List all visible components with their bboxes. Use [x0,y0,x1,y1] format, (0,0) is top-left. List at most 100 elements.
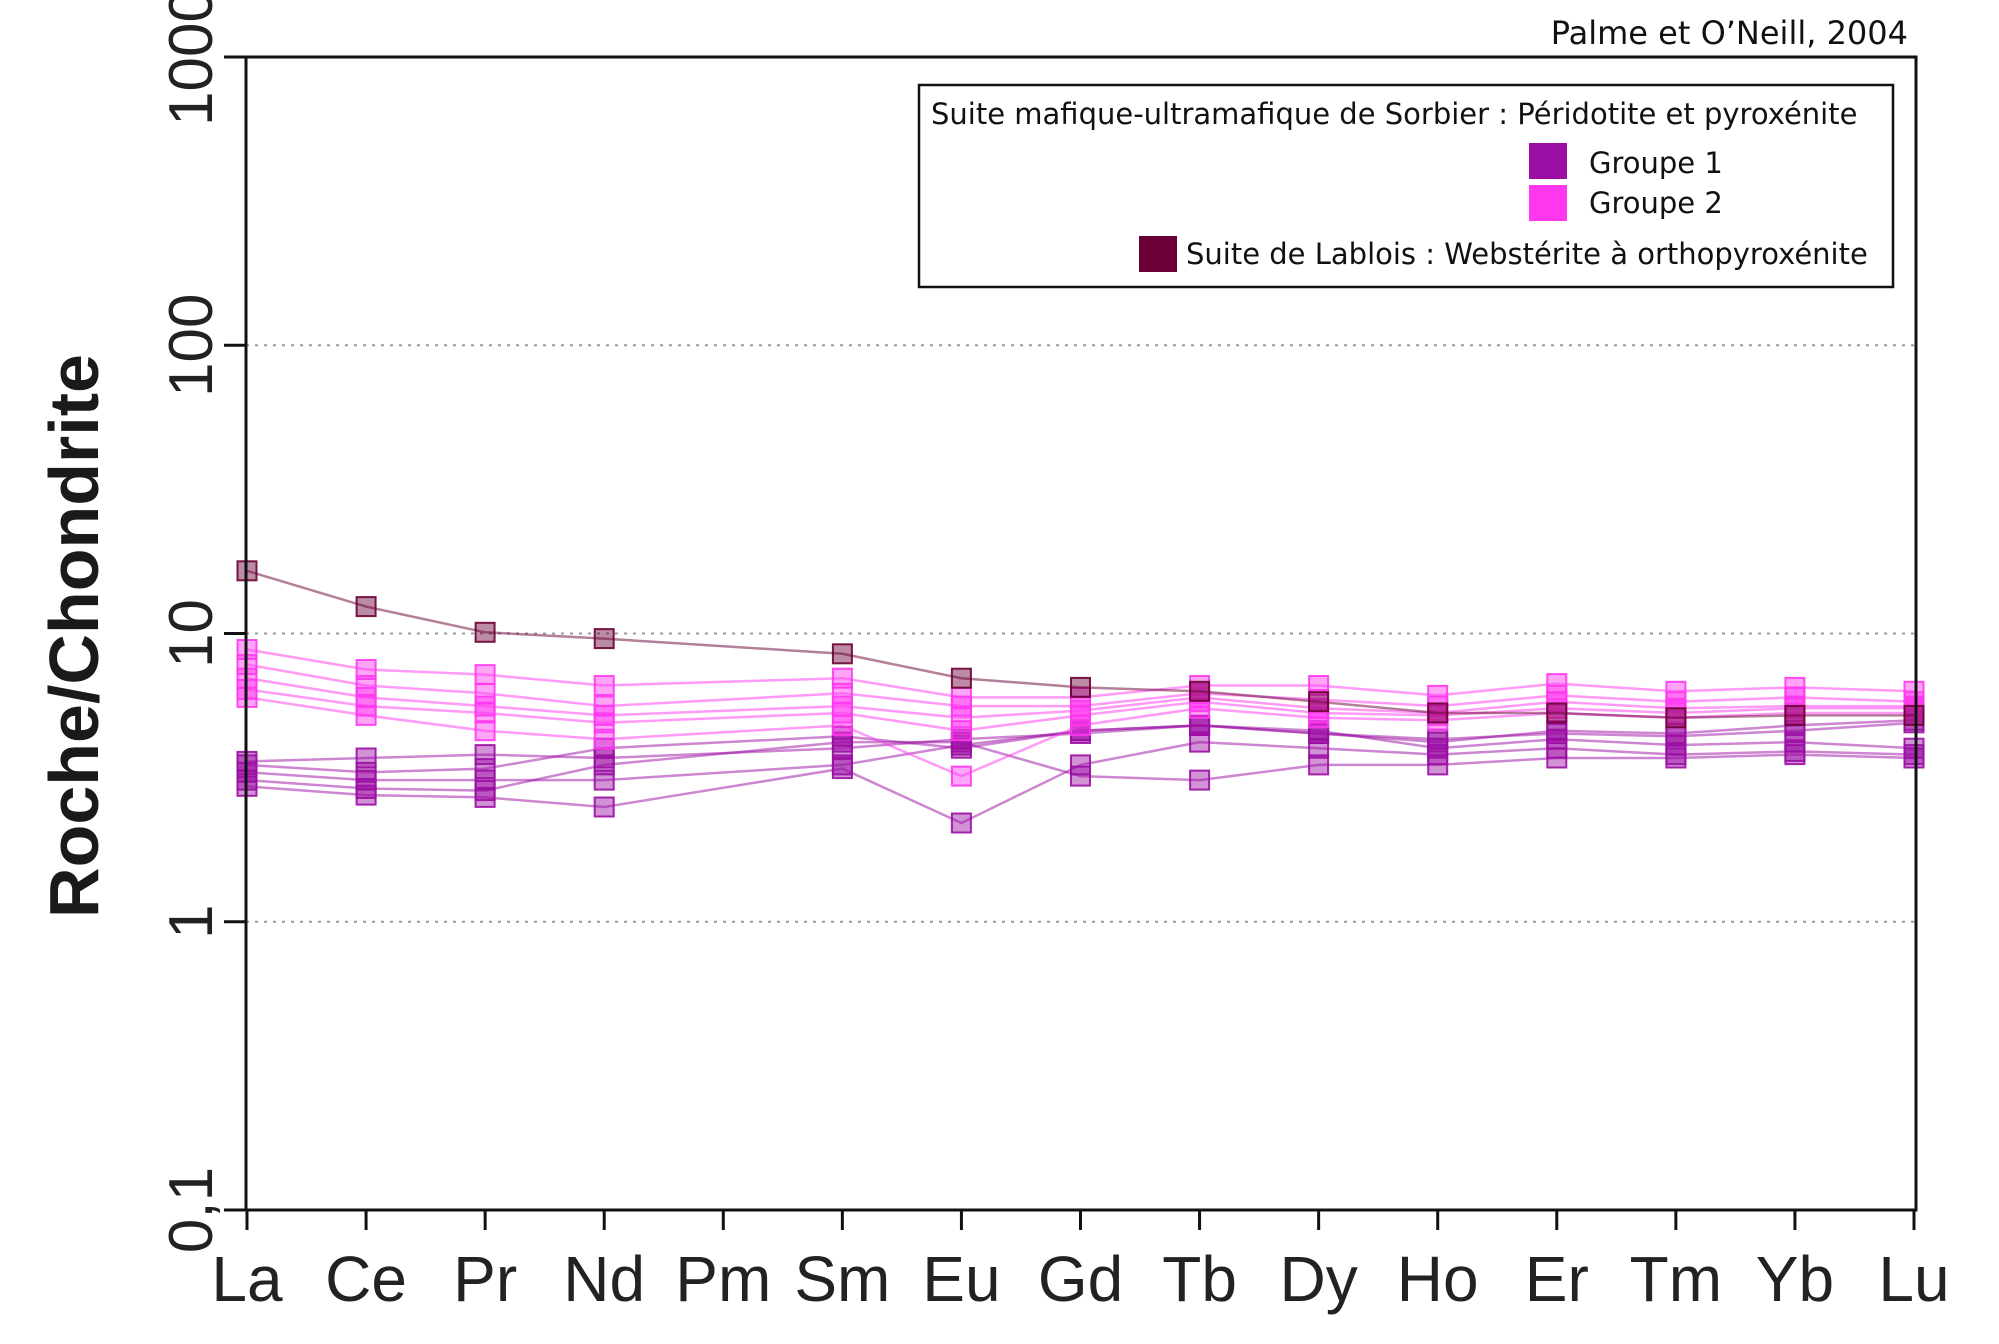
data-point [474,621,496,643]
legend-swatch-1 [1529,143,1567,179]
data-point [831,714,853,736]
data-point [593,728,615,750]
data-point [355,784,377,806]
data-point [950,667,972,689]
data-point [355,659,377,680]
data-point [1665,707,1687,729]
x-tick-label: Nd [563,1243,645,1315]
x-tick-label: Sm [794,1243,890,1315]
data-point [831,643,853,665]
data-point [474,720,496,742]
data-point [1427,737,1449,759]
data-point [950,720,972,742]
x-tick-label: Er [1525,1243,1589,1315]
data-point [1308,691,1330,713]
source-note: Palme et O’Neill, 2004 [1551,14,1908,52]
data-point [1903,704,1925,726]
legend-title: Suite mafique-ultramafique de Sorbier : … [931,97,1857,131]
series-line [246,663,1915,708]
data-point [593,675,615,696]
x-tick-label: Dy [1280,1243,1358,1315]
data-point [950,812,972,834]
data-point [1665,734,1687,756]
legend-swatch-2 [1529,185,1567,221]
data-point [1427,702,1449,724]
legend-label-1: Groupe 1 [1589,146,1723,180]
data-point [1784,704,1806,726]
data-point [474,758,496,780]
y-tick-label: 10 [157,599,226,668]
x-tick-label: Ce [325,1243,407,1315]
data-point [1070,676,1091,698]
data-point [355,761,377,783]
y-tick-label: 0,1 [157,1167,226,1253]
legend: Suite mafique-ultramafique de Sorbier : … [917,83,1895,289]
legend-label-2: Groupe 2 [1589,186,1723,220]
data-point [1189,769,1211,791]
data-point [474,664,496,686]
legend-swatch-3 [1139,236,1177,272]
x-tick-label: Lu [1878,1243,1949,1315]
y-tick-label: 100 [157,294,226,397]
data-point [355,596,377,618]
data-point [831,758,853,780]
data-point [1308,707,1330,729]
legend-label-3: Suite de Lablois : Webstérite à orthopyr… [1186,237,1868,271]
data-point [1308,720,1330,742]
data-point [593,712,615,734]
x-tick-label: Pr [453,1243,517,1315]
data-point [950,695,972,717]
data-point [593,628,615,650]
data-point [1308,737,1330,759]
x-tick-label: Eu [922,1243,1000,1315]
series-group-1 [236,709,1925,834]
x-tick-label: Gd [1038,1243,1123,1315]
data-point [950,765,972,787]
x-tick-label: La [211,1243,283,1315]
series-line [246,569,1914,720]
series-line [246,648,1915,699]
series-line [246,740,1915,792]
series-line [246,688,1914,732]
data-point [1070,754,1091,776]
series-line [246,724,1915,774]
data-point [1546,728,1568,750]
y-axis-label: Roche/Chondrite [35,354,113,918]
x-tick-label: Tb [1162,1243,1237,1315]
data-point [1546,702,1568,724]
data-point [1903,737,1925,759]
data-point [1189,680,1211,702]
data-point [1308,754,1330,776]
data-point [950,707,972,729]
data-point [355,704,377,726]
y-tick-label: 1 [157,905,226,939]
y-tick-label: 1000 [157,0,226,126]
series-line [246,740,1915,825]
x-tick-label: Ho [1397,1243,1479,1315]
data-point [1189,697,1211,719]
legend-box [917,83,1895,289]
x-tick-label: Tm [1630,1243,1722,1315]
series-group-3 [236,560,1925,729]
axes: 0,1 1 10 100 1000 La Ce Pr Nd Pm Sm Eu Gd Tb Dy Ho Er Tm Y… [157,0,1950,1315]
data-point [1784,731,1806,753]
series-line [246,719,1915,763]
x-tick-label: Yb [1756,1243,1834,1315]
data-point [831,702,853,724]
data-point [474,702,496,724]
data-point [355,675,377,696]
data-point [593,754,615,776]
data-point [950,737,972,759]
data-point [1070,714,1091,736]
x-tick-label: Pm [675,1243,771,1315]
series-line [246,676,1914,720]
data-point [831,725,853,747]
data-point [1784,720,1806,742]
data-point [1189,731,1211,753]
data-point [474,786,496,808]
series-layer [236,560,1925,834]
data-point [593,796,615,818]
data-point [1189,714,1211,736]
data-point [1070,765,1091,787]
